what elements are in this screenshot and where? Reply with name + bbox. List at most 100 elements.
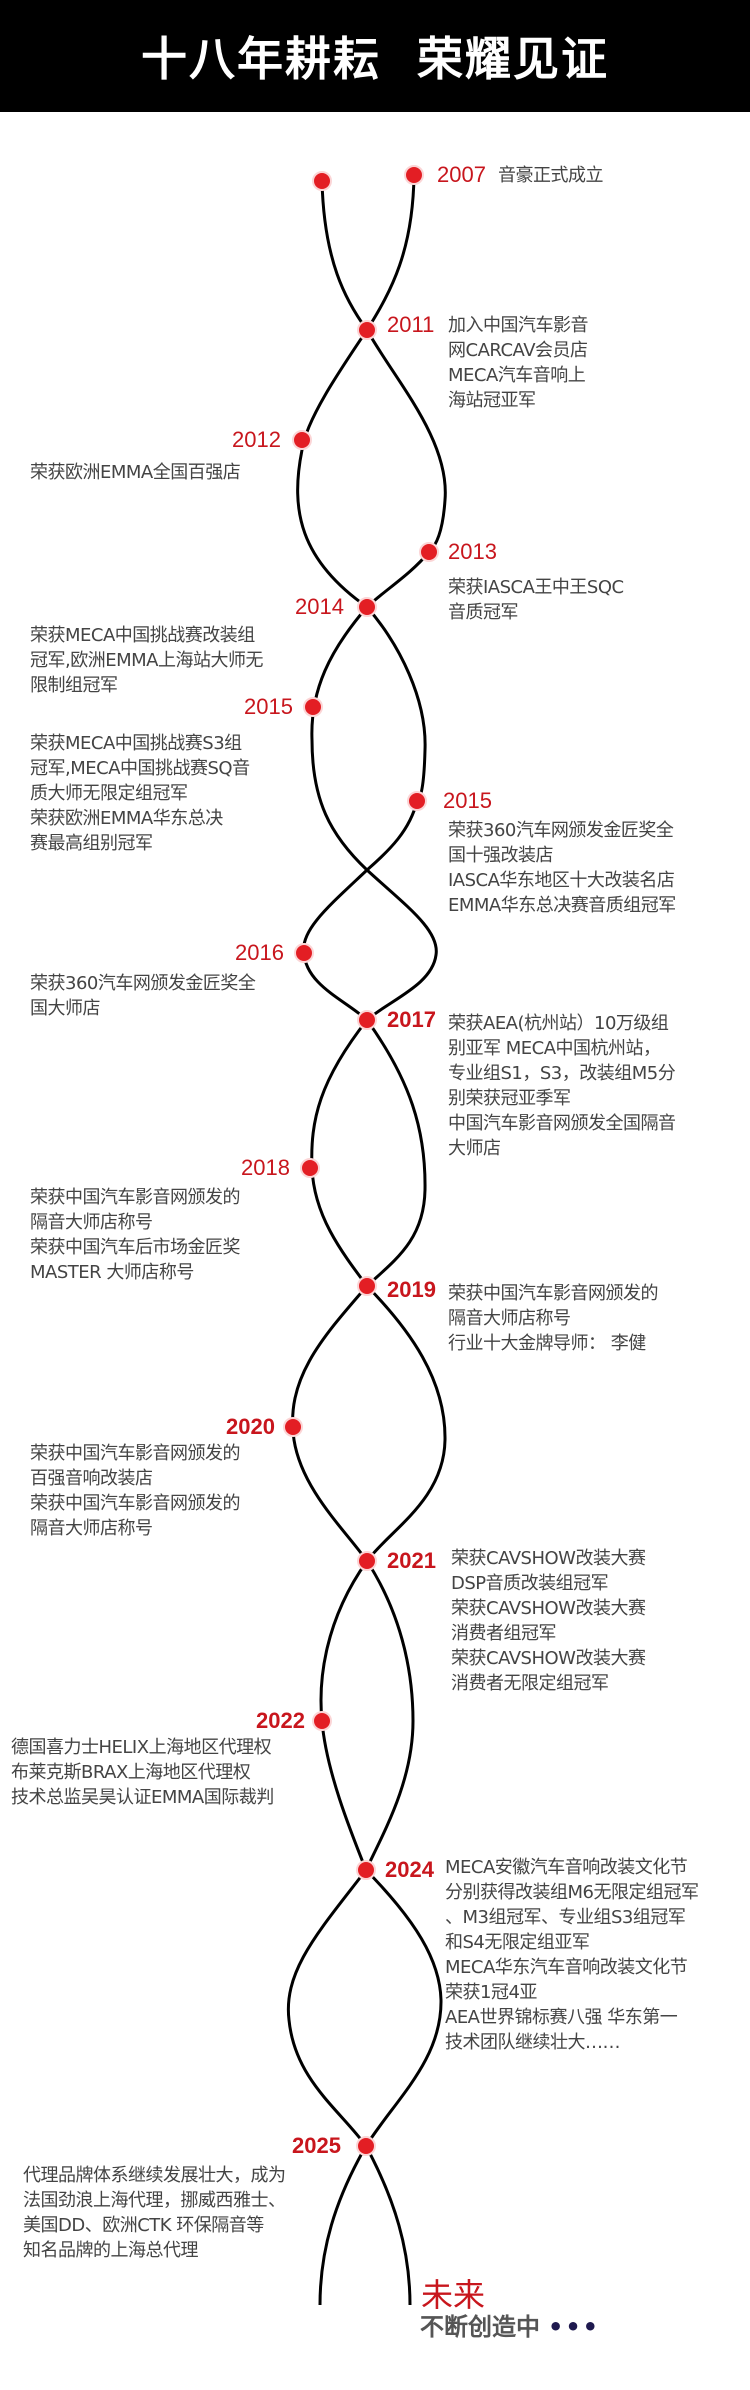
event-description-line: 代理品牌体系继续发展壮大，成为 xyxy=(23,2164,286,2186)
event-year: 2016 xyxy=(235,940,284,965)
event-description-line: 荣获欧洲EMMA华东总决 xyxy=(30,807,223,829)
event-description-line: 行业十大金牌导师： 李健 xyxy=(448,1332,646,1354)
event-description-line: IASCA华东地区十大改装名店 xyxy=(448,869,675,891)
event-description-line: 荣获CAVSHOW改装大赛 xyxy=(451,1547,646,1569)
event-description-line: 荣获中国汽车后市场金匠奖 xyxy=(30,1236,241,1258)
timeline-dot xyxy=(292,430,312,450)
event-description-line: 荣获MECA中国挑战赛改装组 xyxy=(30,624,255,646)
event-description-line: 国大师店 xyxy=(30,997,101,1019)
event-year: 2012 xyxy=(232,427,281,452)
event-year: 2018 xyxy=(241,1155,290,1180)
event-description-line: 荣获1冠4亚 xyxy=(445,1981,537,2003)
event-year: 2021 xyxy=(387,1548,436,1573)
timeline-dot xyxy=(357,597,377,617)
event-description-line: 技术团队继续壮大…… xyxy=(445,2031,621,2053)
event-description-line: 法国劲浪上海代理，挪威西雅士、 xyxy=(23,2189,286,2211)
ellipsis-icon: ••• xyxy=(548,2313,601,2341)
event-description-line: 国十强改装店 xyxy=(448,844,554,866)
event-description-line: 布莱克斯BRAX上海地区代理权 xyxy=(11,1761,251,1783)
future-title: 未来 xyxy=(421,2276,486,2314)
timeline-dot xyxy=(407,791,427,811)
event-description-line: 限制组冠军 xyxy=(30,674,118,696)
event-description-line: MECA华东汽车音响改装文化节 xyxy=(445,1956,688,1978)
event-year: 2013 xyxy=(448,539,497,564)
event-description-line: 荣获CAVSHOW改装大赛 xyxy=(451,1647,646,1669)
event-year: 2022 xyxy=(256,1708,305,1733)
event-description-line: 荣获中国汽车影音网颁发的 xyxy=(30,1186,241,1208)
event-description-line: 荣获IASCA王中王SQC xyxy=(448,576,624,598)
event-description-line: 荣获欧洲EMMA全国百强店 xyxy=(30,461,241,483)
event-description-line: 分别获得改装组M6无限定组冠军 xyxy=(445,1881,699,1903)
event-description-line: 中国汽车影音网颁发全国隔音 xyxy=(448,1112,676,1134)
timeline-strand-a xyxy=(286,180,447,2306)
event-description-line: 德国喜力士HELIX上海地区代理权 xyxy=(11,1736,272,1758)
event-description-line: 消费者组冠军 xyxy=(451,1622,557,1644)
event-description-line: 别荣获冠亚季军 xyxy=(448,1087,571,1109)
event-description-line: 赛最高组别冠军 xyxy=(30,832,153,854)
event-year: 2011 xyxy=(387,312,435,337)
timeline-dot xyxy=(357,1276,377,1296)
event-year: 2019 xyxy=(387,1277,436,1302)
timeline-dot xyxy=(303,697,323,717)
event-description-line: 知名品牌的上海总代理 xyxy=(23,2239,199,2261)
event-year: 2007 xyxy=(437,162,486,187)
timeline-dot xyxy=(404,165,424,185)
event-description-line: 冠军,MECA中国挑战赛SQ音 xyxy=(30,757,250,779)
timeline-dot xyxy=(312,1711,332,1731)
event-description-line: 网CARCAV会员店 xyxy=(448,339,588,361)
event-description-line: 荣获AEA(杭州站）10万级组 xyxy=(448,1012,669,1034)
timeline-dot xyxy=(357,1551,377,1571)
event-description-line: 消费者无限定组冠军 xyxy=(451,1672,609,1694)
event-description-line: 大师店 xyxy=(448,1137,501,1159)
event-description-line: 质大师无限定组冠军 xyxy=(30,782,188,804)
timeline-dot xyxy=(283,1417,303,1437)
event-description-line: AEA世界锦标赛八强 华东第一 xyxy=(445,2006,678,2028)
event-description-line: 隔音大师店称号 xyxy=(30,1211,153,1233)
event-description-line: 隔音大师店称号 xyxy=(30,1517,153,1539)
event-description-line: 技术总监吴昊认证EMMA国际裁判 xyxy=(11,1786,274,1808)
event-description-line: 音豪正式成立 xyxy=(498,164,604,186)
event-description-line: 冠军,欧洲EMMA上海站大师无 xyxy=(30,649,263,671)
event-description-line: 荣获MECA中国挑战赛S3组 xyxy=(30,732,242,754)
event-year: 2015 xyxy=(443,788,492,813)
event-description-line: 荣获CAVSHOW改装大赛 xyxy=(451,1597,646,1619)
timeline-dot xyxy=(356,2136,376,2156)
event-description-line: 加入中国汽车影音 xyxy=(448,314,589,336)
header-banner: 十八年耕耘 荣耀见证 xyxy=(0,0,750,112)
timeline-dot xyxy=(357,320,377,340)
event-description-line: 荣获360汽车网颁发金匠奖全 xyxy=(448,819,674,841)
future-subtitle: 不断创造中 ••• xyxy=(420,2312,600,2342)
timeline-strand-b xyxy=(296,174,447,2306)
event-year: 2024 xyxy=(385,1857,434,1882)
event-description-line: 美国DD、欧洲CTK 环保隔音等 xyxy=(23,2214,264,2236)
event-year: 2015 xyxy=(244,694,293,719)
event-year: 2014 xyxy=(295,594,344,619)
event-description-line: 和S4无限定组亚军 xyxy=(445,1931,590,1953)
timeline-dot xyxy=(419,542,439,562)
event-description-line: MECA安徽汽车音响改装文化节 xyxy=(445,1856,688,1878)
event-description-line: MECA汽车音响上 xyxy=(448,364,586,386)
event-year: 2017 xyxy=(387,1007,436,1032)
timeline-dot xyxy=(357,1010,377,1030)
event-year: 2020 xyxy=(226,1414,275,1439)
timeline-dot xyxy=(294,943,314,963)
page-title: 十八年耕耘 荣耀见证 xyxy=(140,32,610,86)
event-description-line: MASTER 大师店称号 xyxy=(30,1261,194,1283)
event-description-line: DSP音质改装组冠军 xyxy=(451,1572,609,1594)
event-description-line: 专业组S1，S3，改装组M5分 xyxy=(448,1062,676,1084)
timeline-dot xyxy=(356,1860,376,1880)
event-description-line: 荣获中国汽车影音网颁发的 xyxy=(30,1442,241,1464)
event-description-line: 荣获360汽车网颁发金匠奖全 xyxy=(30,972,256,994)
timeline-dot xyxy=(300,1158,320,1178)
future-subtitle-text: 不断创造中 xyxy=(420,2313,540,2341)
event-description-line: EMMA华东总决赛音质组冠军 xyxy=(448,894,676,916)
event-year: 2025 xyxy=(292,2133,341,2158)
event-description-line: 、M3组冠军、专业组S3组冠军 xyxy=(445,1906,686,1928)
event-description-line: 隔音大师店称号 xyxy=(448,1307,571,1329)
event-description-line: 荣获中国汽车影音网颁发的 xyxy=(448,1282,659,1304)
event-description-line: 音质冠军 xyxy=(448,601,519,623)
event-description-line: 别亚军 MECA中国杭州站， xyxy=(448,1037,661,1059)
timeline-dot xyxy=(312,171,332,191)
event-description-line: 荣获中国汽车影音网颁发的 xyxy=(30,1492,241,1514)
